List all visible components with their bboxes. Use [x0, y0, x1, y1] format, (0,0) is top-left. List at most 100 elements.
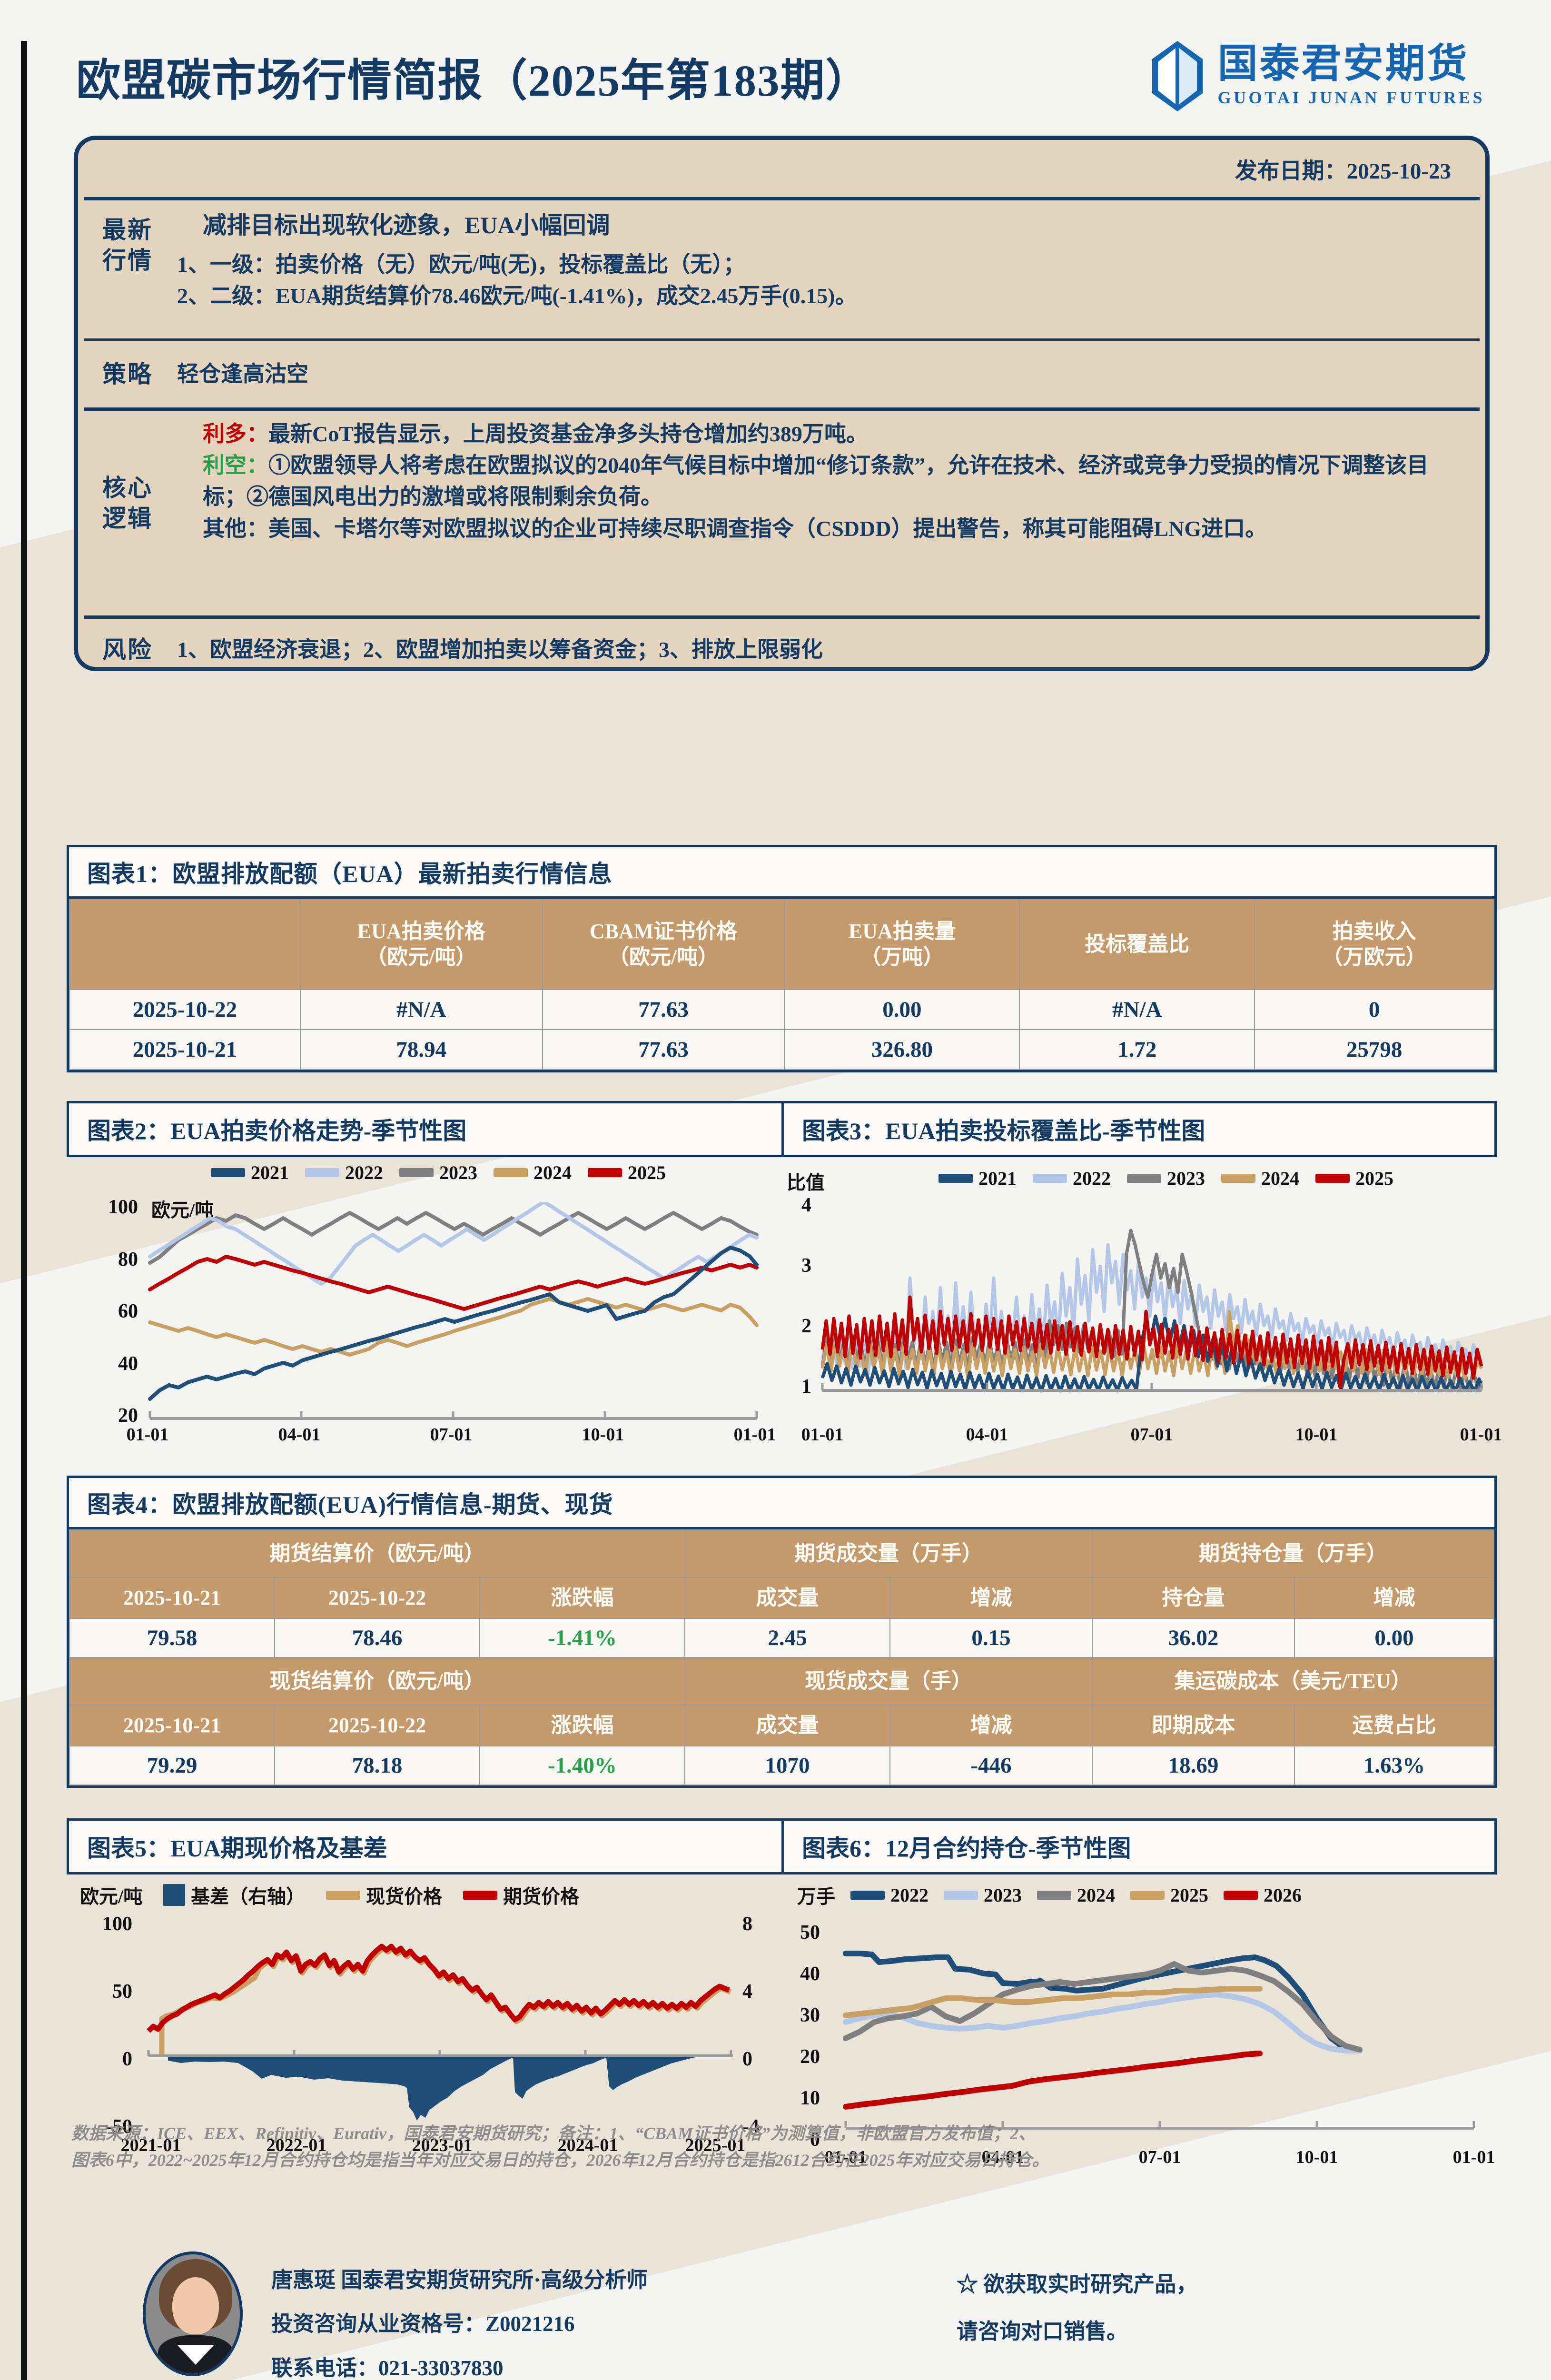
cta-block: ☆ 欲获取实时研究产品， 请咨询对口销售。 — [957, 2261, 1197, 2355]
chart3-xtick-0: 01-01 — [801, 1425, 844, 1445]
guotai-junan-logo-icon — [1149, 40, 1205, 112]
latest-quotes-label-line2: 行情 — [102, 247, 153, 274]
chart2-xtick-0: 01-01 — [126, 1425, 169, 1445]
legend-label: 2021 — [978, 1168, 1017, 1189]
bearish-tag: 利空： — [203, 453, 268, 478]
chart5-ytick-right-m4: -4 — [742, 2116, 759, 2138]
chart5-ytick-left-50: 50 — [112, 1981, 132, 2003]
latest-quotes-label-line1: 最新 — [102, 217, 153, 243]
chart2-ytick-80: 80 — [118, 1249, 138, 1270]
legend-label: 2022 — [890, 1884, 929, 1906]
chart5-ytick-right-8: 8 — [742, 1913, 752, 1935]
brand-logo: 国泰君安期货 GUOTAI JUNAN FUTURES — [1149, 40, 1499, 112]
legend-item-2022: 2022 — [1033, 1167, 1111, 1190]
t1-r0c2: 77.63 — [542, 989, 785, 1030]
chart3-ytick-2: 2 — [801, 1315, 811, 1337]
t4-s-h1: 2025-10-22 — [274, 1705, 480, 1746]
table-row: 79.29 78.18 -1.40% 1070 -446 18.69 1.63% — [69, 1745, 1495, 1785]
chart2-plot — [148, 1202, 759, 1420]
table4: 期货结算价（欧元/吨） 期货成交量（万手） 期货持仓量（万手） 2025-10-… — [69, 1529, 1495, 1785]
report-header: 欧盟碳市场行情简报（2025年第183期） 国泰君安期货 GUOTAI JUNA… — [43, 29, 1499, 124]
core-logic-section: 核心 逻辑 利多：最新CoT报告显示，上周投资基金净多头持仓增加约389万吨。 … — [78, 411, 1485, 615]
chart2-y-unit: 欧元/吨 — [151, 1200, 214, 1221]
t1-r1c5: 25798 — [1254, 1029, 1494, 1070]
t4-s-h3: 成交量 — [684, 1705, 890, 1746]
chart5-xtick-3: 2024-01 — [557, 2135, 618, 2155]
strategy-section: 策略 轻仓逢高沽空 — [78, 341, 1485, 407]
analyst-license: 投资咨询从业资格号：Z0021216 — [271, 2312, 575, 2336]
bearish-line: 利空：①欧盟领导人将考虑在欧盟拟议的2040年气候目标中增加“修订条款”，允许在… — [177, 450, 1457, 513]
legend-label: 2025 — [1170, 1884, 1208, 1906]
legend-item-2023: 2023 — [399, 1161, 477, 1184]
chart5-xtick-1: 2022-01 — [266, 2135, 327, 2155]
chart3-xtick-2: 07-01 — [1130, 1425, 1173, 1445]
bullish-line: 利多：最新CoT报告显示，上周投资基金净多头持仓增加约389万吨。 — [177, 418, 1457, 450]
legend-label: 现货价格 — [366, 1886, 443, 1907]
t1-h3a: EUA拍卖量 — [848, 920, 956, 943]
table1-col-revenue: 拍卖收入 （万欧元） — [1254, 899, 1494, 990]
t4-v5: 36.02 — [1091, 1618, 1295, 1658]
chart5-ytick-left-0: 0 — [122, 2048, 132, 2070]
legend-label: 2024 — [1077, 1884, 1115, 1906]
quote-line-1: 1、一级：拍卖价格（无）欧元/吨(无)，投标覆盖比（无）； — [177, 252, 745, 277]
chart6-title: 图表6：12月合约持仓-季节性图 — [784, 1821, 1494, 1872]
other-text: 美国、卡塔尔等对欧盟拟议的企业可持续尽职调查指令（CSDDD）提出警告，称其可能… — [268, 516, 1267, 541]
chart3-ytick-3: 3 — [801, 1255, 811, 1277]
table4-block: 图表4：欧盟排放配额(EUA)行情信息-期货、现货 期货结算价（欧元/吨） 期货… — [67, 1476, 1497, 1788]
chart5-ytick-left-100: 100 — [102, 1913, 132, 1935]
chart2-ytick-60: 60 — [118, 1300, 138, 1322]
chart6-xtick-1: 04-01 — [981, 2147, 1024, 2167]
t4-s-h0: 2025-10-21 — [69, 1705, 275, 1746]
chart6-y-unit: 万手 — [797, 1886, 835, 1907]
strategy-label: 策略 — [102, 361, 153, 387]
t4-v6: 0.00 — [1294, 1618, 1495, 1658]
chart3-y-unit: 比值 — [787, 1172, 825, 1193]
legend-item-2022: 2022 — [850, 1884, 929, 1906]
chart3-container: 2021 2022 2023 2024 2025 比值 4 3 2 1 — [783, 1157, 1502, 1476]
chart5-xtick-2: 2023-01 — [412, 2135, 473, 2155]
summary-panel: 发布日期：2025-10-23 最新 行情 减排目标出现软化迹象，EUA小幅回调… — [74, 136, 1490, 671]
t1-r1c2: 77.63 — [542, 1029, 785, 1070]
divider-1 — [84, 197, 1480, 200]
t4-f1: 2025-10-22 — [274, 1577, 480, 1619]
cta-text-1: 欲获取实时研究产品， — [983, 2272, 1198, 2296]
chart6-xtick-0: 01-01 — [824, 2147, 867, 2167]
chart5-container: 欧元/吨 基差（右轴） 现货价格 期货价格 100 50 0 -50 8 4 0… — [67, 1875, 781, 2171]
legend-label: 2022 — [1073, 1168, 1111, 1189]
quote-line-2: 2、二级：EUA期货结算价78.46欧元/吨(-1.41%)，成交2.45万手(… — [177, 284, 857, 308]
t1-r1c3: 326.80 — [784, 1029, 1020, 1070]
other-tag: 其他： — [203, 516, 268, 541]
chart2-xtick-2: 07-01 — [430, 1425, 473, 1445]
t1-r0c0: 2025-10-22 — [69, 989, 301, 1030]
chart3-ytick-1: 1 — [801, 1376, 811, 1398]
chart6-legend: 万手 2022 2023 2024 2025 2026 — [783, 1881, 1497, 1909]
t4-group-settle: 期货结算价（欧元/吨） — [69, 1529, 685, 1578]
t1-h1a: EUA拍卖价格 — [357, 920, 485, 943]
chart3-xtick-3: 10-01 — [1295, 1425, 1338, 1445]
footnote-line-2: 图表6中，2022~2025年12月合约持仓均是指当年对应交易日的持仓，2026… — [71, 2150, 1049, 2170]
t4-sv2: -1.40% — [479, 1745, 685, 1785]
publish-date: 发布日期：2025-10-23 — [1235, 159, 1451, 184]
analyst-info: 唐惠珽 国泰君安期货研究所·高级分析师 投资咨询从业资格号：Z0021216 联… — [271, 2251, 648, 2380]
legend-label: 2025 — [628, 1162, 666, 1183]
chart5-xtick-0: 2021-01 — [120, 2135, 181, 2155]
t4-sv1: 78.18 — [274, 1745, 480, 1785]
t4-sv0: 79.29 — [69, 1745, 275, 1785]
chart6-ytick-50: 50 — [800, 1922, 820, 1944]
legend-label: 2026 — [1264, 1884, 1302, 1906]
t4-f2: 涨跌幅 — [479, 1577, 685, 1619]
legend-label: 基差（右轴） — [191, 1886, 306, 1907]
chart5-ytick-left-m50: -50 — [106, 2116, 132, 2138]
legend-item-2025: 2025 — [588, 1161, 666, 1184]
legend-label: 2025 — [1355, 1168, 1393, 1189]
t4-v2: -1.41% — [479, 1618, 685, 1658]
brand-text: 国泰君安期货 GUOTAI JUNAN FUTURES — [1218, 44, 1485, 108]
t4-group-volume: 期货成交量（万手） — [684, 1529, 1093, 1578]
table1: EUA拍卖价格 （欧元/吨） CBAM证书价格 （欧元/吨） EUA拍卖量 （万… — [69, 899, 1494, 1070]
legend-label: 2024 — [1261, 1168, 1299, 1189]
analyst-name-title: 唐惠珽 国泰君安期货研究所·高级分析师 — [271, 2268, 648, 2292]
divider-4 — [84, 615, 1480, 619]
page-title: 欧盟碳市场行情简报（2025年第183期） — [76, 56, 871, 106]
t4-sv4: -446 — [889, 1745, 1093, 1785]
